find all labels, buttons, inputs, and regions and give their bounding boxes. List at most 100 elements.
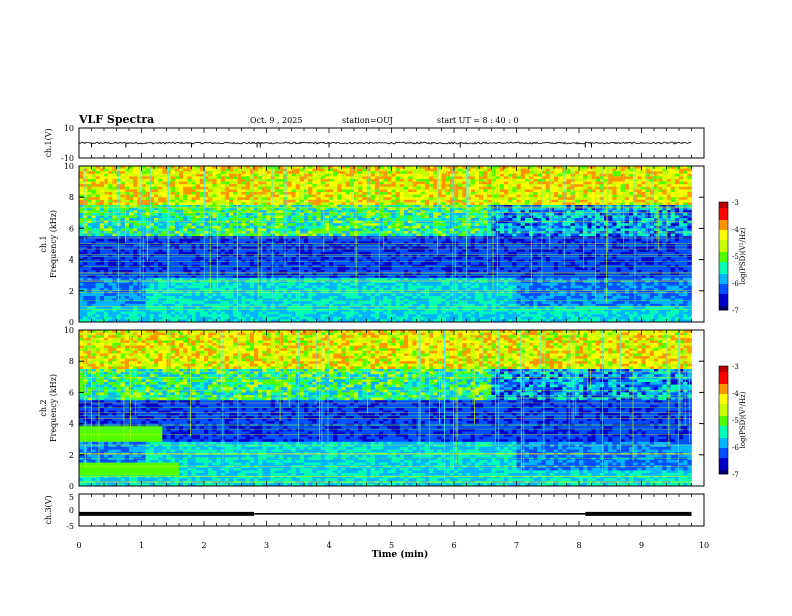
spec1-cell <box>387 260 391 263</box>
spec1-cell <box>329 197 333 200</box>
spec1-cell <box>417 296 421 299</box>
spec1-cell <box>121 236 125 239</box>
ch1-ytick-top: 10 <box>64 124 74 133</box>
spec1-cell <box>100 176 104 179</box>
spec1-cell <box>400 301 404 304</box>
spec1-cell <box>367 280 371 283</box>
spec1-cell <box>162 169 166 172</box>
spec1-cell <box>354 301 358 304</box>
spec1-cell <box>308 169 312 172</box>
spec1-cell <box>362 239 366 242</box>
spec1-cell <box>158 267 162 270</box>
spec1-cell <box>337 223 341 226</box>
spec1-cell <box>221 223 225 226</box>
spec1-cell <box>183 252 187 255</box>
spec1-cell <box>121 218 125 221</box>
spec1-cell <box>87 213 91 216</box>
spec1-cell <box>387 187 391 190</box>
spec1-cell <box>267 236 271 239</box>
spec1-cell <box>404 200 408 203</box>
spec1-cell <box>125 299 129 302</box>
spec1-cell <box>242 252 246 255</box>
spec1-cell <box>342 280 346 283</box>
spec1-cell <box>317 210 321 213</box>
spec1-cell <box>196 226 200 229</box>
spec1-cell <box>287 218 291 221</box>
spec1-cell <box>162 286 166 289</box>
spec1-cell <box>187 197 191 200</box>
spec1-cell <box>321 213 325 216</box>
spec1-cell <box>237 171 241 174</box>
spec1-cell <box>150 312 154 315</box>
spec1-cell <box>162 296 166 299</box>
spec1-cell <box>387 241 391 244</box>
spec1-cell <box>200 187 204 190</box>
spec1-cell <box>83 192 87 195</box>
spec1-cell <box>187 306 191 309</box>
spec1-cell <box>279 312 283 315</box>
spec1-cell <box>362 231 366 234</box>
spec1-cell <box>267 252 271 255</box>
spec1-cell <box>329 213 333 216</box>
spec1-cell <box>242 312 246 315</box>
spec1-cell <box>154 286 158 289</box>
spec1-cell <box>421 187 425 190</box>
spec1-cell <box>358 314 362 317</box>
spec1-cell <box>96 249 100 252</box>
spec1-cell <box>237 197 241 200</box>
spec1-cell <box>112 197 116 200</box>
spec1-cell <box>242 299 246 302</box>
spec1-cell <box>137 306 141 309</box>
spec1-cell <box>417 221 421 224</box>
spec1-cell <box>112 283 116 286</box>
spec1-cell <box>421 252 425 255</box>
spec1-cell <box>196 241 200 244</box>
spec1-cell <box>279 187 283 190</box>
spec1-cell <box>108 286 112 289</box>
spec1-cell <box>292 226 296 229</box>
spec1-cell <box>362 249 366 252</box>
spec1-cell <box>325 241 329 244</box>
spec1-cell <box>275 267 279 270</box>
spec1-cell <box>279 179 283 182</box>
spec1-cell <box>267 184 271 187</box>
spec1-cell <box>221 293 225 296</box>
spec1-cell <box>329 267 333 270</box>
spec1-cell <box>392 249 396 252</box>
spec1-cell <box>108 244 112 247</box>
spec1-cell <box>246 174 250 177</box>
spec1-cell <box>221 236 225 239</box>
spec1-cell <box>287 312 291 315</box>
spec1-cell <box>358 286 362 289</box>
spec1-cell <box>400 280 404 283</box>
spec1-cell <box>337 301 341 304</box>
spec1-cell <box>87 184 91 187</box>
spec1-cell <box>362 171 366 174</box>
spec1-cell <box>342 239 346 242</box>
spec1-cell <box>283 299 287 302</box>
spec1-cell <box>242 239 246 242</box>
spec1-cell <box>275 171 279 174</box>
spec1-cell <box>212 187 216 190</box>
spec1-cell <box>358 189 362 192</box>
spec1-cell <box>412 197 416 200</box>
spec1-cell <box>162 236 166 239</box>
spec1-cell <box>379 197 383 200</box>
spec1-cell <box>237 192 241 195</box>
spec1-cell <box>133 197 137 200</box>
spec1-cell <box>100 257 104 260</box>
spec1-cell <box>96 184 100 187</box>
spec1-cell <box>79 286 83 289</box>
spec1-cell <box>375 197 379 200</box>
spec1-cell <box>308 260 312 263</box>
spec1-cell <box>154 197 158 200</box>
spec1-cell <box>192 228 196 231</box>
spec1-cell <box>317 262 321 265</box>
spec1-cell <box>346 221 350 224</box>
spec1-cell <box>179 228 183 231</box>
spec1-cell <box>417 312 421 315</box>
spec1-cell <box>333 301 337 304</box>
spec1-cell <box>92 244 96 247</box>
spec1-cell <box>321 257 325 260</box>
